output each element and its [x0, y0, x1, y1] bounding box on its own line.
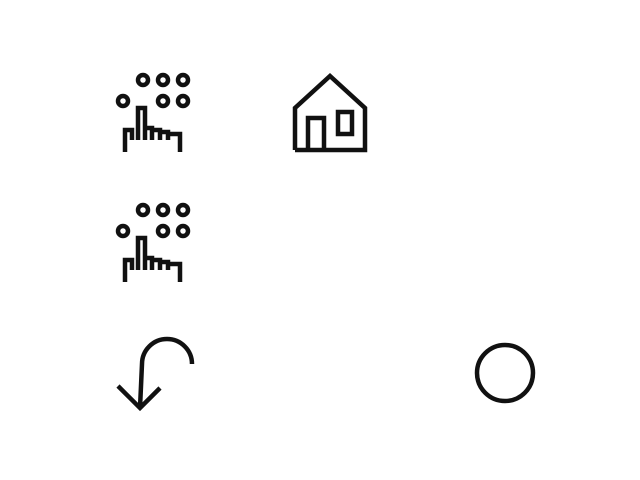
- dialpad-touch-icon-svg: [115, 72, 191, 152]
- circle-icon[interactable]: [470, 340, 540, 410]
- home-icon[interactable]: [290, 70, 370, 154]
- back-return-icon-svg: [116, 336, 195, 412]
- circle-icon-svg: [474, 342, 536, 404]
- back-return-icon[interactable]: [112, 328, 202, 418]
- dialpad-touch-icon[interactable]: [110, 198, 200, 288]
- dialpad-touch-icon[interactable]: [110, 68, 200, 158]
- home-icon-svg: [292, 72, 368, 153]
- dialpad-touch-icon-svg: [115, 202, 191, 282]
